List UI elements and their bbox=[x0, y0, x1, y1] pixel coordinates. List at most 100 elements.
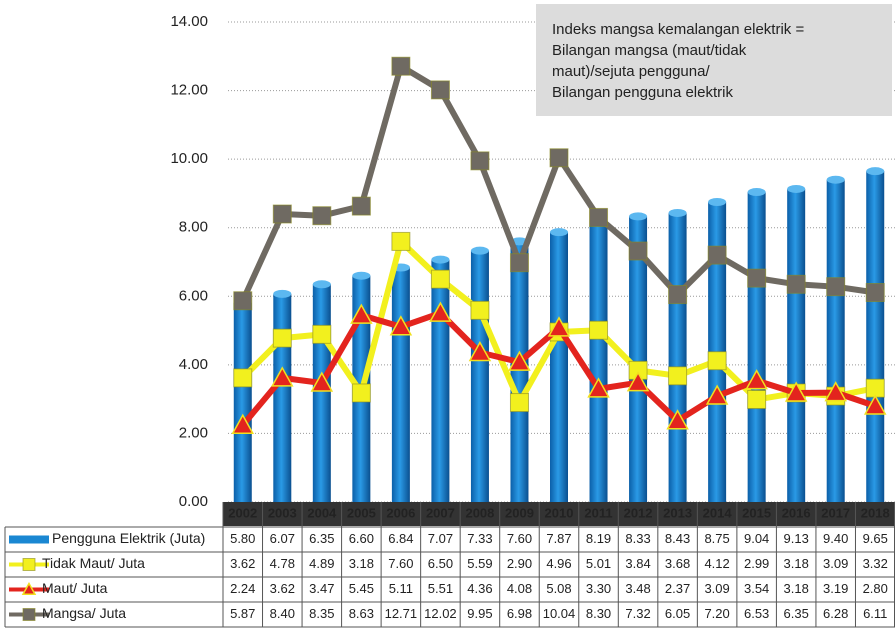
x-tick-label: 2012 bbox=[624, 505, 653, 520]
legend-label: Mangsa/ Juta bbox=[42, 605, 126, 621]
table-cell: 3.84 bbox=[625, 556, 650, 571]
legend-label: Tidak Maut/ Juta bbox=[42, 555, 145, 571]
marker bbox=[430, 269, 450, 289]
marker bbox=[747, 268, 767, 288]
marker bbox=[705, 384, 729, 405]
table-cell: 5.59 bbox=[467, 556, 492, 571]
table-cell: 7.60 bbox=[507, 531, 532, 546]
table-cell: 3.18 bbox=[784, 581, 809, 596]
plot bbox=[231, 56, 887, 503]
table-cell: 4.12 bbox=[704, 556, 729, 571]
bar bbox=[273, 293, 292, 502]
table-cell: 3.48 bbox=[625, 581, 650, 596]
x-tick-label: 2008 bbox=[465, 505, 494, 520]
bar-cap bbox=[787, 184, 806, 193]
bar bbox=[826, 179, 845, 502]
table-cell: 6.11 bbox=[863, 606, 887, 621]
marker bbox=[745, 369, 768, 390]
table-cell: 12.71 bbox=[385, 606, 418, 621]
table-cell: 2.99 bbox=[744, 556, 769, 571]
marker bbox=[508, 350, 531, 371]
marker bbox=[22, 558, 36, 571]
y-tick-label: 4.00 bbox=[179, 356, 208, 373]
marker bbox=[233, 368, 253, 388]
marker bbox=[272, 328, 292, 348]
marker bbox=[312, 206, 332, 226]
y-tick-label: 2.00 bbox=[179, 424, 208, 441]
bar bbox=[629, 216, 648, 502]
table-cell: 9.95 bbox=[467, 606, 492, 621]
x-tick-label: 2006 bbox=[386, 505, 415, 520]
marker bbox=[509, 393, 529, 413]
table-cell: 2.80 bbox=[863, 581, 888, 596]
table-cell: 7.33 bbox=[467, 531, 492, 546]
annotation-box bbox=[536, 4, 892, 116]
table-cell: 4.36 bbox=[467, 581, 492, 596]
marker bbox=[668, 366, 688, 386]
table-cell: 7.87 bbox=[546, 531, 571, 546]
bar bbox=[589, 221, 608, 502]
table-cell: 3.30 bbox=[586, 581, 611, 596]
marker bbox=[824, 381, 847, 402]
marker bbox=[470, 300, 490, 320]
marker bbox=[231, 413, 255, 434]
marker bbox=[233, 291, 253, 311]
table-cell: 7.07 bbox=[428, 531, 453, 546]
bar-cap bbox=[747, 188, 766, 197]
marker bbox=[391, 231, 411, 251]
marker bbox=[589, 207, 609, 227]
marker bbox=[312, 324, 332, 344]
table-cell: 12.02 bbox=[424, 606, 457, 621]
bar bbox=[233, 303, 252, 502]
marker bbox=[22, 608, 36, 621]
annotation-line: Bilangan pengguna elektrik bbox=[552, 84, 733, 101]
bar-cap bbox=[550, 228, 568, 237]
legend-icon bbox=[9, 535, 49, 544]
annotation-line: Bilangan mangsa (maut/tidak bbox=[552, 42, 747, 59]
table-cell: 8.40 bbox=[270, 606, 295, 621]
marker bbox=[747, 389, 767, 409]
marker bbox=[430, 80, 450, 100]
x-tick-label: 2009 bbox=[505, 505, 534, 520]
x-tick-label: 2015 bbox=[742, 505, 771, 520]
table-cell: 7.20 bbox=[704, 606, 729, 621]
table-cell: 3.18 bbox=[784, 556, 809, 571]
table-cell: 3.18 bbox=[349, 556, 374, 571]
table-cell: 3.09 bbox=[704, 581, 729, 596]
table-cell: 2.24 bbox=[230, 581, 255, 596]
table-cell: 2.90 bbox=[507, 556, 532, 571]
table-cell: 5.45 bbox=[349, 581, 374, 596]
bar-cap bbox=[312, 280, 331, 289]
bar-cap bbox=[470, 246, 489, 255]
marker bbox=[389, 315, 413, 336]
marker bbox=[707, 245, 727, 265]
bar bbox=[668, 212, 687, 502]
bar bbox=[312, 284, 331, 502]
annotation-line: maut)/sejuta pengguna/ bbox=[552, 63, 710, 80]
table-cell: 5.08 bbox=[546, 581, 571, 596]
table-cell: 5.01 bbox=[586, 556, 611, 571]
bar bbox=[866, 171, 885, 502]
table-cell: 6.35 bbox=[309, 531, 334, 546]
bar bbox=[787, 188, 806, 502]
table-cell: 3.68 bbox=[665, 556, 690, 571]
bar-cap bbox=[431, 255, 450, 264]
table-cell: 3.62 bbox=[270, 581, 295, 596]
marker bbox=[865, 283, 885, 303]
marker bbox=[666, 409, 689, 430]
data-table: 2002 2003 2004 2005 2006 2007 2008 2009 2010 2011… bbox=[4, 502, 895, 628]
x-tick-label: 2002 bbox=[228, 505, 257, 520]
marker bbox=[626, 371, 650, 392]
marker bbox=[628, 241, 648, 261]
marker bbox=[863, 394, 887, 415]
table-cell: 6.60 bbox=[349, 531, 374, 546]
y-tick-label: 0.00 bbox=[179, 493, 208, 510]
bar bbox=[510, 241, 529, 502]
marker bbox=[707, 351, 727, 371]
bar bbox=[747, 192, 766, 503]
table-cell: 5.80 bbox=[230, 531, 255, 546]
x-tick-label: 2011 bbox=[584, 505, 612, 520]
bar-cap bbox=[668, 208, 687, 217]
table-cell: 3.19 bbox=[823, 581, 848, 596]
